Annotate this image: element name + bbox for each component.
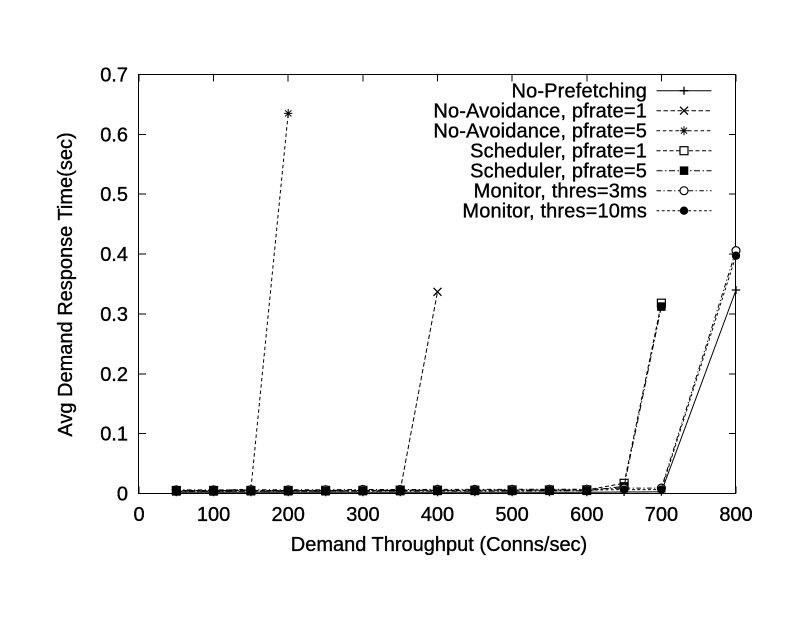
svg-text:Demand Throughput (Conns/sec): Demand Throughput (Conns/sec) <box>291 534 587 556</box>
svg-text:700: 700 <box>645 504 678 526</box>
svg-text:Monitor, thres=10ms: Monitor, thres=10ms <box>462 201 647 223</box>
svg-text:No-Avoidance, pfrate=5: No-Avoidance, pfrate=5 <box>433 121 647 143</box>
svg-text:200: 200 <box>272 504 305 526</box>
svg-text:0.5: 0.5 <box>100 184 128 206</box>
svg-text:Avg Demand Response Time(sec): Avg Demand Response Time(sec) <box>55 132 77 436</box>
svg-text:0: 0 <box>133 504 144 526</box>
svg-text:500: 500 <box>495 504 528 526</box>
svg-text:No-Prefetching: No-Prefetching <box>512 81 648 103</box>
svg-text:400: 400 <box>421 504 454 526</box>
svg-text:0.6: 0.6 <box>100 124 128 146</box>
svg-text:No-Avoidance, pfrate=1: No-Avoidance, pfrate=1 <box>433 101 647 123</box>
svg-text:Scheduler, pfrate=5: Scheduler, pfrate=5 <box>470 161 647 183</box>
svg-text:0.1: 0.1 <box>100 424 128 446</box>
svg-text:600: 600 <box>570 504 603 526</box>
svg-text:100: 100 <box>197 504 230 526</box>
svg-text:0.7: 0.7 <box>100 65 128 87</box>
svg-text:0: 0 <box>117 484 128 506</box>
svg-text:300: 300 <box>346 504 379 526</box>
svg-text:0.3: 0.3 <box>100 304 128 326</box>
svg-text:800: 800 <box>719 504 752 526</box>
svg-text:Scheduler, pfrate=1: Scheduler, pfrate=1 <box>470 141 647 163</box>
svg-text:0.4: 0.4 <box>100 244 128 266</box>
svg-text:Monitor, thres=3ms: Monitor, thres=3ms <box>474 181 647 203</box>
svg-text:0.2: 0.2 <box>100 364 128 386</box>
